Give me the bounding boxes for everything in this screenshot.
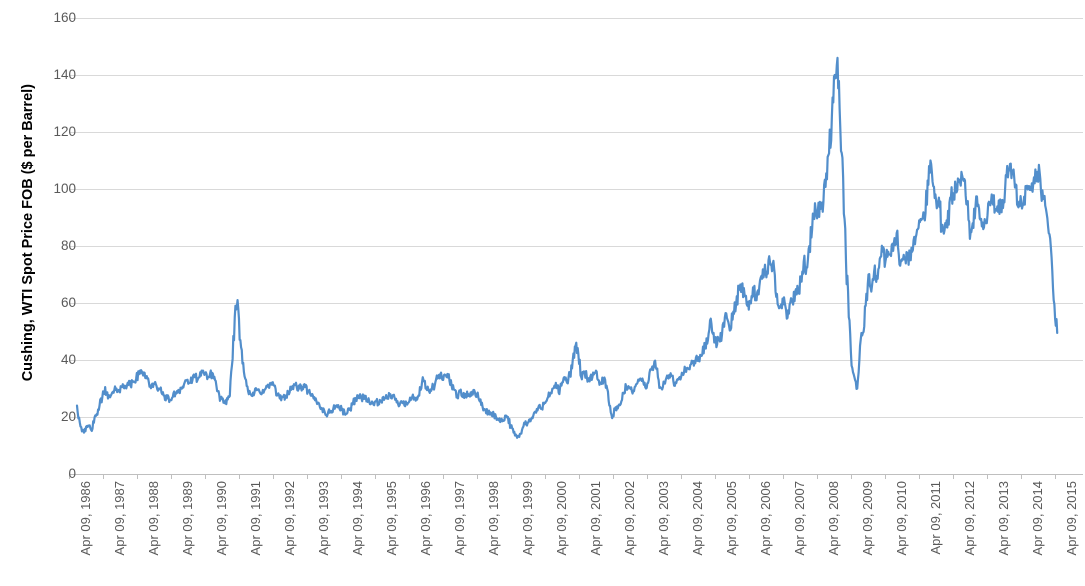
price-line bbox=[75, 56, 1059, 439]
x-tick-label: Apr 09, 2014 bbox=[1030, 481, 1045, 556]
x-tick-label: Apr 09, 1992 bbox=[282, 481, 297, 556]
x-tick-label: Apr 09, 2009 bbox=[860, 481, 875, 556]
y-tick-label: 100 bbox=[53, 181, 76, 196]
x-tick-label: Apr 09, 1998 bbox=[486, 481, 501, 556]
y-tick-label: 20 bbox=[60, 409, 76, 424]
x-tick-label: Apr 09, 2005 bbox=[724, 481, 739, 556]
x-tick-label: Apr 09, 2015 bbox=[1064, 481, 1079, 556]
gridlines bbox=[69, 18, 1083, 418]
y-tick-label: 80 bbox=[60, 238, 76, 253]
x-tick-label: Apr 09, 2006 bbox=[758, 481, 773, 556]
x-tick-label: Apr 09, 1988 bbox=[146, 481, 161, 556]
x-tick-label: Apr 09, 1993 bbox=[316, 481, 331, 556]
x-tick-label: Apr 09, 2008 bbox=[826, 481, 841, 556]
x-tick-label: Apr 09, 2007 bbox=[792, 481, 807, 556]
x-tick-label: Apr 09, 2002 bbox=[622, 481, 637, 556]
x-tick-label: Apr 09, 2003 bbox=[656, 481, 671, 556]
x-tick-label: Apr 09, 2010 bbox=[894, 481, 909, 556]
y-tick-label: 40 bbox=[60, 352, 76, 367]
y-tick-label: 120 bbox=[53, 124, 76, 139]
x-tick-label: Apr 09, 1997 bbox=[452, 481, 467, 556]
y-tick-label: 0 bbox=[68, 466, 76, 481]
x-tick-label: Apr 09, 1995 bbox=[384, 481, 399, 556]
x-tick-label: Apr 09, 2013 bbox=[996, 481, 1011, 556]
x-tick-label: Apr 09, 2001 bbox=[588, 481, 603, 556]
x-tick-label: Apr 09, 1986 bbox=[78, 481, 93, 556]
x-tick-label: Apr 09, 1991 bbox=[248, 481, 263, 556]
x-tick-label: Apr 09, 1989 bbox=[180, 481, 195, 556]
x-tick-label: Apr 09, 1990 bbox=[214, 481, 229, 556]
x-tick-label: Apr 09, 2012 bbox=[962, 481, 977, 556]
x-tick-label: Apr 09, 2011 bbox=[928, 481, 943, 555]
x-tick-label: Apr 09, 1996 bbox=[418, 481, 433, 556]
y-tick-label: 140 bbox=[53, 67, 76, 82]
x-tick-label: Apr 09, 1994 bbox=[350, 481, 365, 556]
y-tick-label: 160 bbox=[53, 10, 76, 25]
x-tick-label: Apr 09, 2000 bbox=[554, 481, 569, 556]
x-axis-line bbox=[69, 474, 1083, 479]
x-tick-label: Apr 09, 1987 bbox=[112, 481, 127, 556]
y-axis-title: Cushing, WTI Spot Price FOB ($ per Barre… bbox=[20, 84, 36, 382]
x-tick-label: Apr 09, 1999 bbox=[520, 481, 535, 556]
x-tick-label: Apr 09, 2004 bbox=[690, 481, 705, 556]
y-tick-label: 60 bbox=[60, 295, 76, 310]
